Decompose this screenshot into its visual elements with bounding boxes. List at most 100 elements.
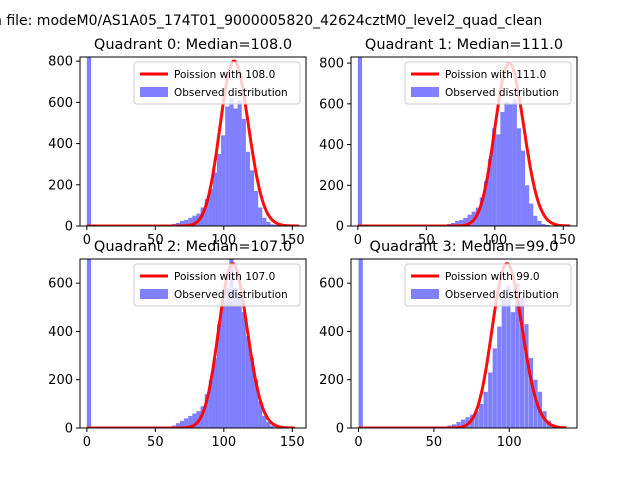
y-tick-label: 0 xyxy=(65,220,73,235)
subplot-quadrant-1: 0 50 100 150 0 200 400 600 800 Quadrant 1: Median… xyxy=(319,37,578,248)
histogram-bar xyxy=(258,207,263,226)
histogram-bar xyxy=(233,287,238,428)
histogram-bar xyxy=(175,423,181,428)
histogram-bar xyxy=(266,221,271,226)
histogram-bar xyxy=(501,297,506,428)
histogram-bar xyxy=(179,420,185,428)
legend-bar-swatch xyxy=(411,87,439,97)
histogram-bar xyxy=(515,283,520,428)
histogram-bar xyxy=(184,219,189,226)
y-tick-label: 400 xyxy=(319,325,344,340)
histogram-bar xyxy=(221,135,226,226)
histogram-bar xyxy=(483,181,489,226)
histogram-bar xyxy=(516,128,521,226)
x-tick-label: 0 xyxy=(354,233,362,248)
axes-frame xyxy=(350,258,578,429)
histogram-bar xyxy=(208,188,213,226)
histogram-bar xyxy=(270,425,275,428)
histogram-bar xyxy=(274,224,279,226)
histogram-bar xyxy=(474,411,479,428)
legend-label-poisson: Poission with 108.0 xyxy=(174,69,275,81)
legend-label-observed: Observed distribution xyxy=(174,289,288,301)
histogram-bar xyxy=(529,203,534,226)
y-tick-label: 200 xyxy=(319,179,344,194)
figure-suptitle: n file: modeM0/AS1A05_174T01_9000005820_… xyxy=(0,13,542,29)
y-tick-label: 200 xyxy=(319,373,344,388)
subplot-title: Quadrant 3: Median=99.0 xyxy=(370,239,559,255)
y-tick-label: 400 xyxy=(319,138,344,153)
y-tick-label: 0 xyxy=(65,422,73,437)
x-tick-label: 50 xyxy=(418,233,435,248)
x-tick-label: 0 xyxy=(354,435,362,450)
legend-box xyxy=(404,61,572,105)
histogram-bar xyxy=(208,379,213,428)
y-tick-label: 800 xyxy=(319,57,344,72)
histogram-bar xyxy=(524,324,529,428)
histogram-bar xyxy=(204,394,209,428)
axes-frame xyxy=(350,56,578,227)
histogram-0 xyxy=(86,57,279,226)
legend-label-observed: Observed distribution xyxy=(445,289,559,301)
histogram-bar xyxy=(487,158,493,226)
x-tick-label: 100 xyxy=(497,435,522,450)
axes-frame xyxy=(79,258,307,429)
y-tick-label: 0 xyxy=(336,220,344,235)
x-tick-label: 150 xyxy=(280,435,305,450)
legend-label-observed: Observed distribution xyxy=(174,87,288,99)
histogram-bar xyxy=(237,100,242,226)
histogram-bar xyxy=(229,259,234,428)
histogram-bar xyxy=(504,101,509,226)
legend-bar-swatch xyxy=(140,87,168,97)
x-tick-label: 150 xyxy=(280,233,305,248)
histogram-bar xyxy=(508,103,513,226)
legend-1: Poission with 111.0 Observed distribution xyxy=(404,61,572,105)
histogram-bar xyxy=(488,372,493,428)
histogram-bar xyxy=(541,223,546,226)
legend-box xyxy=(133,61,301,105)
histogram-bar xyxy=(459,219,464,226)
histogram-bar xyxy=(241,118,246,226)
histogram-bar xyxy=(506,285,511,428)
histogram-bar xyxy=(241,312,246,428)
x-tick-label: 50 xyxy=(426,435,443,450)
histogram-bar xyxy=(270,224,275,226)
histogram-bar xyxy=(188,415,193,428)
histogram-bar xyxy=(519,297,525,428)
y-tick-label: 0 xyxy=(336,422,344,437)
histogram-bar xyxy=(460,419,466,428)
y-tick-label: 200 xyxy=(48,178,73,193)
histogram-bar xyxy=(233,108,238,226)
histogram-bar xyxy=(86,259,92,428)
histogram-bar xyxy=(212,357,218,428)
histogram-bar xyxy=(545,224,550,226)
histogram-bar xyxy=(497,326,502,428)
subplot-title: Quadrant 0: Median=108.0 xyxy=(94,37,292,53)
histogram-bar xyxy=(479,403,484,428)
y-tick-label: 200 xyxy=(48,373,73,388)
legend-label-poisson: Poission with 107.0 xyxy=(174,271,275,283)
histogram-bar xyxy=(451,424,457,428)
histogram-bar xyxy=(533,215,538,226)
y-tick-label: 600 xyxy=(319,97,344,112)
histogram-bar xyxy=(357,57,363,226)
histogram-bar xyxy=(266,421,271,428)
histogram-bar xyxy=(237,295,242,428)
histogram-1 xyxy=(357,57,550,226)
histogram-bar xyxy=(221,302,226,428)
histogram-bar xyxy=(188,217,193,226)
histogram-bar xyxy=(216,324,222,428)
histogram-bar xyxy=(475,207,480,226)
legend-bar-swatch xyxy=(411,289,439,299)
y-tick-label: 600 xyxy=(48,277,73,292)
subplot-quadrant-0: 0 50 100 150 0 200 400 600 800 Quadrant 0: Median… xyxy=(48,37,307,248)
x-tick-label: 100 xyxy=(211,233,236,248)
subplot-title: Quadrant 2: Median=107.0 xyxy=(94,239,292,255)
legend-2: Poission with 107.0 Observed distribution xyxy=(133,263,301,307)
histogram-bar xyxy=(528,357,534,428)
histogram-bar xyxy=(520,150,526,226)
x-tick-label: 50 xyxy=(147,233,164,248)
histogram-bar xyxy=(496,134,501,226)
axes-frame xyxy=(79,56,307,227)
poisson-curve xyxy=(357,61,571,226)
